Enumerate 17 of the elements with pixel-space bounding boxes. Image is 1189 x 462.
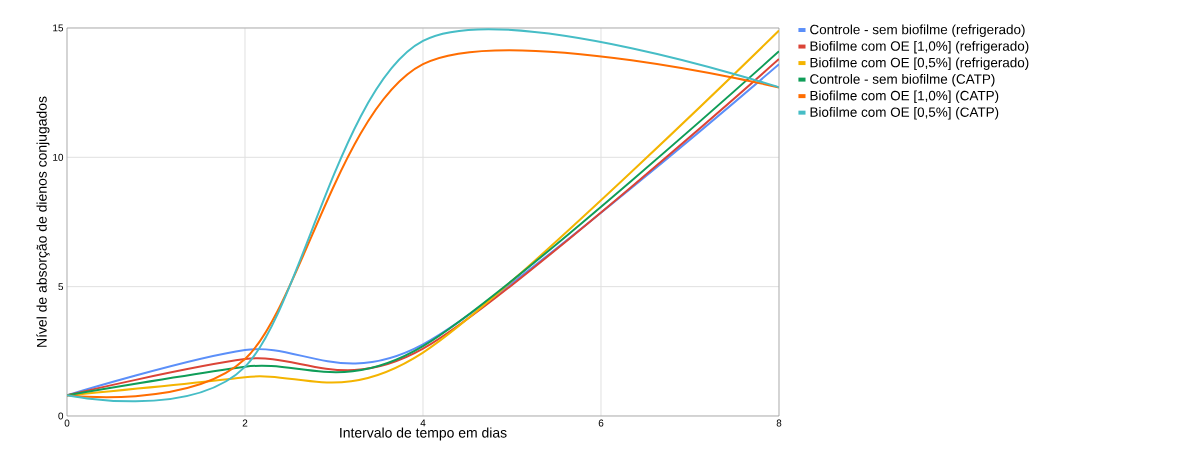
y-tick-label: 0 [58,412,64,420]
x-tick-label: 8 [776,419,782,427]
x-axis-title: Intervalo de tempo em dias [340,427,507,441]
x-tick-label: 6 [598,419,604,427]
legend-label: Controle - sem biofilme (CATP) [810,73,995,87]
x-tick-label: 0 [64,419,70,427]
y-tick-label: 15 [53,24,64,32]
x-tick-label: 2 [242,419,248,427]
y-tick-label: 5 [58,283,64,291]
legend-label: Controle - sem biofilme (refrigerado) [810,24,1025,37]
legend-label: Biofilme com OE [1,0%] (refrigerado) [810,40,1029,54]
legend-label: Biofilme com OE [0,5%] (CATP) [810,107,999,120]
y-axis-title: Nível de absorção de dienos conjugados [36,96,50,347]
y-tick-label: 10 [53,153,64,161]
legend-label: Biofilme com OE [0,5%] (refrigerado) [810,57,1029,70]
legend-label: Biofilme com OE [1,0%] (CATP) [810,90,999,104]
x-tick-label: 4 [420,419,426,427]
